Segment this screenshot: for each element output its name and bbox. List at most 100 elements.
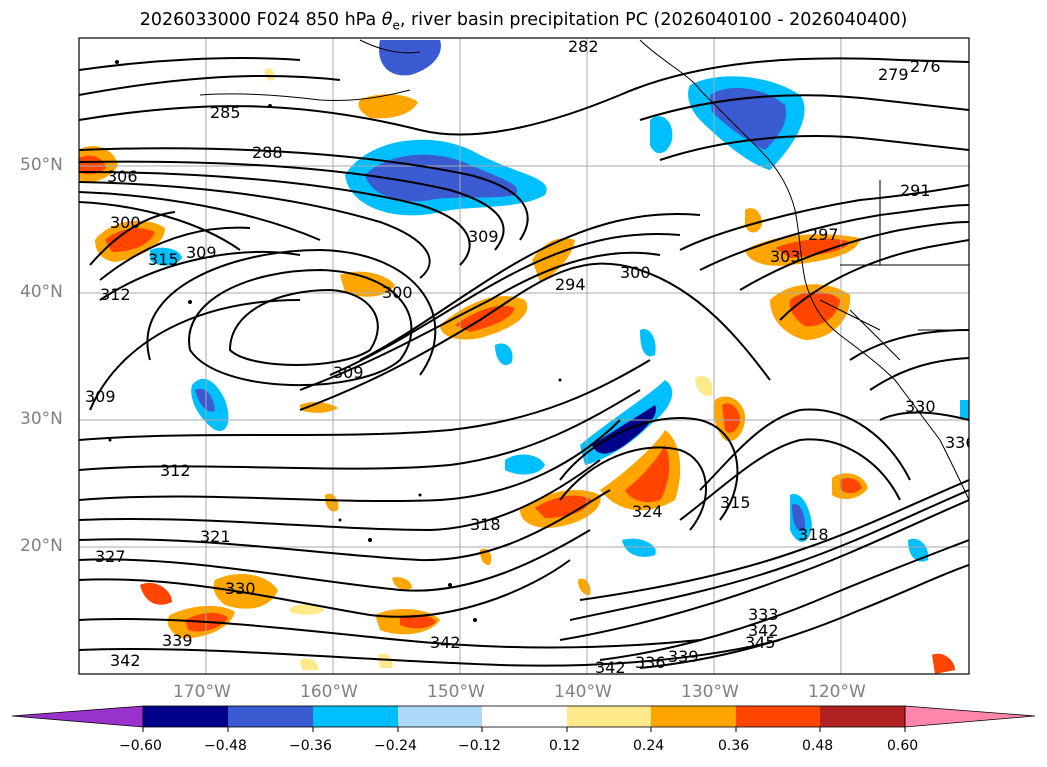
lon-label: 170°W <box>173 682 231 702</box>
positive-anomaly <box>400 614 436 629</box>
lat-label: 40°N <box>20 282 63 302</box>
contour-label: 309 <box>468 227 499 246</box>
map-title: 2026033000 F024 850 hPa θe, river basin … <box>139 10 908 33</box>
negative-anomaly <box>622 538 656 557</box>
contour-label: 318 <box>798 525 829 544</box>
contour-label: 309 <box>333 363 364 382</box>
negative-anomaly <box>592 405 656 454</box>
contour-label: 285 <box>210 103 241 122</box>
positive-anomaly <box>79 155 106 175</box>
colorbar-bin <box>820 706 905 727</box>
positive-anomaly <box>340 271 395 297</box>
contour-label: 300 <box>110 213 141 232</box>
lat-label: 30°N <box>20 409 63 429</box>
contour-label: 312 <box>160 461 191 480</box>
contour-label: 306 <box>107 167 138 186</box>
contour-label: 321 <box>200 527 231 546</box>
contour-label: 339 <box>162 631 193 650</box>
positive-anomaly <box>358 94 418 119</box>
negative-anomaly <box>792 504 806 532</box>
positive-anomaly <box>105 228 155 252</box>
colorbar-extend-low <box>11 705 144 728</box>
colorbar-bin <box>651 706 736 727</box>
lon-label: 160°W <box>300 682 358 702</box>
positive-anomaly <box>213 574 278 609</box>
colorbar-bin <box>313 706 398 727</box>
negative-anomaly <box>150 247 182 266</box>
positive-anomaly <box>840 477 862 494</box>
positive-anomaly <box>695 375 713 396</box>
contour-label: 291 <box>900 181 931 200</box>
negative-anomaly <box>195 388 215 412</box>
contour-labels: 282 276 279 285 288 306 291 300 315 309 … <box>85 37 976 677</box>
negative-anomaly <box>650 116 673 154</box>
positive-anomaly <box>625 445 670 502</box>
contour-label: 342 <box>748 621 779 640</box>
negative-anomaly <box>505 454 545 475</box>
lon-label: 150°W <box>427 682 485 702</box>
positive-anomaly <box>775 238 850 258</box>
contour-label: 300 <box>620 263 651 282</box>
positive-anomaly <box>300 658 319 670</box>
contour-label: 300 <box>382 283 413 302</box>
contour-label: 315 <box>720 493 751 512</box>
colorbar-tick-label: 0.48 <box>802 738 834 754</box>
contour-label: 327 <box>95 547 126 566</box>
negative-anomaly <box>908 538 929 562</box>
contour-label: 312 <box>100 285 131 304</box>
contour-label: 294 <box>555 275 586 294</box>
contour-label: 309 <box>186 243 217 262</box>
lon-label: 130°W <box>681 682 739 702</box>
negative-anomaly <box>640 329 656 357</box>
contour-label: 336 <box>945 433 976 452</box>
colorbar-bin <box>567 706 651 727</box>
lon-label: 120°W <box>808 682 866 702</box>
negative-anomaly <box>495 343 513 366</box>
positive-anomaly <box>325 493 339 512</box>
contour-label: 345 <box>745 633 776 652</box>
map-plot-area: 282 276 279 285 288 306 291 300 315 309 … <box>79 37 976 677</box>
colorbar-tick-label: −0.36 <box>289 738 332 754</box>
contour-label: 330 <box>905 397 936 416</box>
colorbar-tick-label: 0.24 <box>633 738 665 754</box>
negative-anomaly <box>960 400 969 420</box>
colorbar-bin <box>398 706 482 727</box>
contour-label: 330 <box>225 579 256 598</box>
contour-label: 318 <box>470 515 501 534</box>
contour-label: 333 <box>748 605 779 624</box>
lat-label: 20°N <box>20 536 63 556</box>
islands <box>108 60 562 622</box>
map-frame <box>78 37 970 675</box>
colorbar-tick-label: 0.12 <box>549 738 581 754</box>
lat-label: 50°N <box>20 155 63 175</box>
theta-e-contours <box>79 57 969 669</box>
lon-label: 140°W <box>554 682 612 702</box>
colorbar-extend-high <box>904 705 1036 728</box>
contour-label: 342 <box>110 651 141 670</box>
contour-label: 342 <box>430 633 461 652</box>
colorbar-tick-label: −0.48 <box>204 738 247 754</box>
positive-anomaly <box>290 604 325 615</box>
negative-anomaly <box>710 87 786 150</box>
contour-label: 288 <box>252 143 283 162</box>
colorbar-bin <box>482 706 567 727</box>
contour-label: 336 <box>635 653 666 672</box>
colorbar-tick-label: −0.24 <box>374 738 417 754</box>
negative-anomaly <box>379 40 441 76</box>
graticule <box>79 38 969 674</box>
contour-label: 342 <box>595 658 626 677</box>
contour-label: 309 <box>85 387 116 406</box>
contour-label: 339 <box>668 647 699 666</box>
colorbar-bin <box>736 706 820 727</box>
colorbar <box>11 705 1036 732</box>
coastlines <box>199 39 969 501</box>
shaded-anomalies <box>79 40 969 674</box>
contour-label: 282 <box>568 37 599 56</box>
positive-anomaly <box>392 577 412 590</box>
contour-label: 315 <box>148 250 179 269</box>
colorbar-bin <box>228 706 313 727</box>
positive-anomaly <box>300 402 338 413</box>
contour-label: 303 <box>770 247 801 266</box>
positive-anomaly <box>535 495 592 518</box>
